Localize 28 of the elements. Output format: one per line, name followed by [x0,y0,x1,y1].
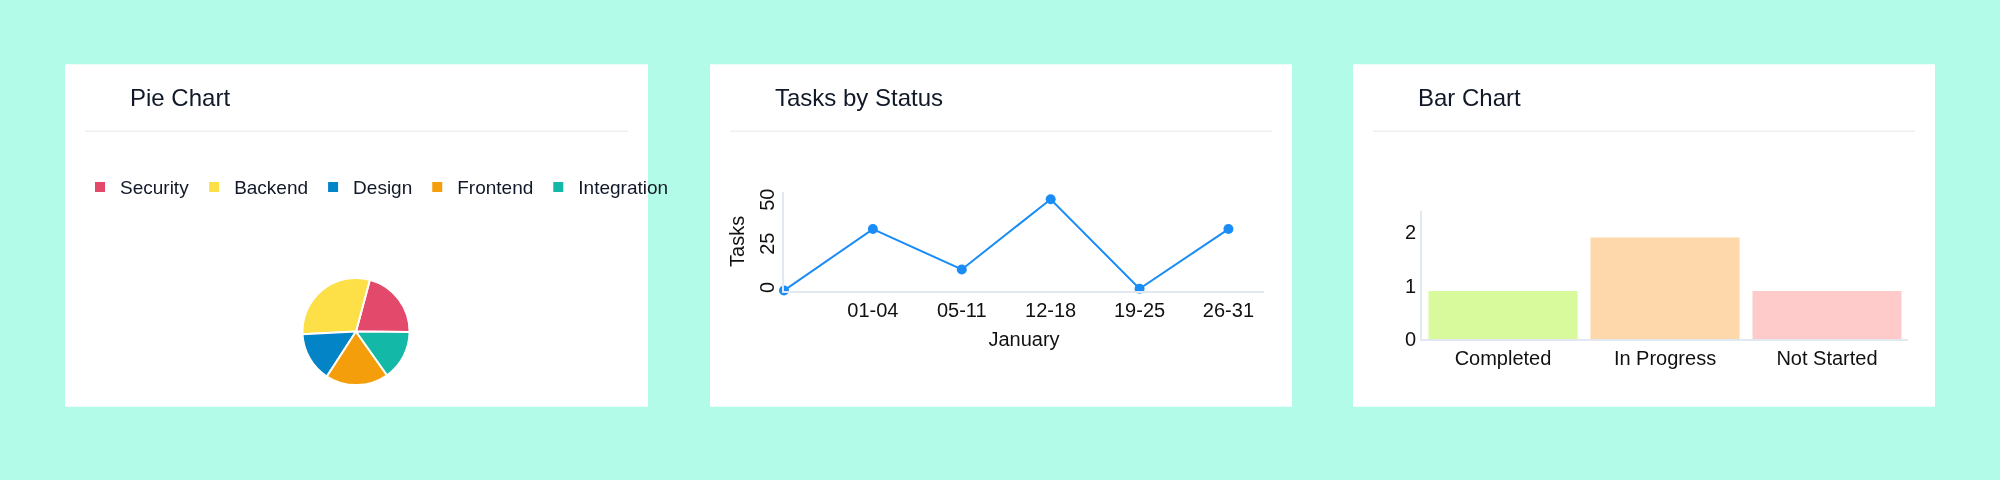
x-tick-label: Not Started [1776,346,1878,369]
x-tick-label: Completed [1454,346,1552,369]
legend-label: Security [120,177,190,199]
x-tick-label: 01-04 [847,298,899,321]
point [1223,224,1234,235]
point [867,224,878,235]
y-tick-label: 1 [1404,274,1416,297]
y-tick-label: 0 [756,281,778,294]
x-tick-label: In Progress [1613,346,1717,369]
x-tick-label: 19-25 [1113,298,1166,321]
y-tick-label: 2 [1404,221,1416,244]
legend-label: Frontend [457,177,534,199]
y-axis-title: Tasks [726,215,748,267]
legend-label: Integration [578,177,669,199]
x-tick-label: 05-11 [936,298,987,321]
x-axis-title: January [988,327,1060,350]
x-tick-label: 26-31 [1202,298,1255,321]
point [1045,194,1056,205]
legend-label: Design [353,177,413,199]
chart-title: Tasks by Status [775,84,944,111]
chart-title: Bar Chart [1418,84,1522,111]
point [956,264,967,275]
y-tick-label: 50 [756,188,778,211]
x-tick-label: 12-18 [1025,298,1077,321]
legend-label: Backend [234,177,309,199]
chart-title: Pie Chart [130,84,231,111]
y-tick-label: 25 [756,232,778,255]
y-tick-label: 0 [1404,327,1416,350]
